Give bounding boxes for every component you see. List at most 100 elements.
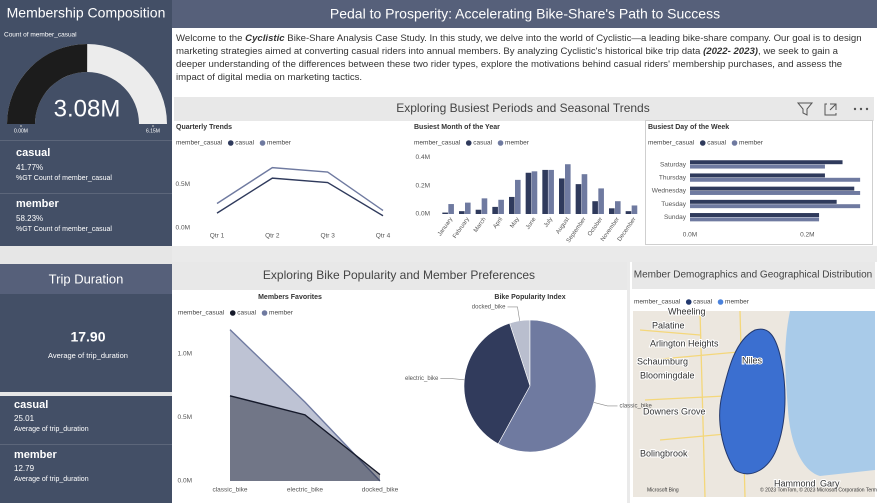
bar (598, 188, 604, 214)
label: 3.08M (54, 95, 121, 122)
section-title: Exploring Busiest Periods and Seasonal T… (396, 101, 649, 115)
duration-total-panel (0, 294, 172, 392)
bar (565, 164, 571, 214)
card-value: 58.23% (16, 214, 43, 223)
bar (690, 217, 820, 222)
pie-slice (463, 322, 531, 445)
legend-marker (497, 140, 504, 146)
bar (525, 172, 532, 214)
bar (690, 186, 855, 191)
leader-line (507, 306, 520, 321)
bar (631, 205, 638, 214)
section-banner (172, 262, 627, 290)
legend-marker (685, 299, 692, 305)
duration-cards-panel (0, 396, 172, 503)
bar (625, 211, 632, 214)
label: Arlington Heights (650, 338, 719, 348)
map-points (719, 328, 786, 475)
header-title: Pedal to Prosperity: Accelerating Bike-S… (330, 6, 720, 22)
label: Wheeling (668, 306, 706, 316)
area-line (229, 395, 381, 476)
label: casual (235, 140, 254, 147)
label: Gary (820, 478, 840, 488)
label: electric_bike (405, 376, 439, 382)
label: Downers Grove (643, 406, 706, 416)
label: 0.4M (416, 154, 430, 161)
legend-marker (259, 140, 266, 146)
card-label: %GT Count of member_casual (16, 226, 112, 233)
bar (609, 208, 615, 214)
label: 0.0M (178, 478, 192, 485)
sidebar-title: Membership Composition (7, 5, 166, 21)
label: Saturday (660, 161, 687, 168)
label: Tuesday (661, 201, 686, 208)
bar (515, 179, 521, 214)
label: Bloomingdale (640, 370, 695, 380)
header-bg (172, 0, 877, 28)
label: member_casual (648, 140, 695, 147)
section-title: Exploring Bike Popularity and Member Pre… (263, 268, 535, 282)
label: Count of member_casual (4, 32, 77, 39)
label: Bolingbrook (640, 448, 688, 458)
intro-segment: (2022- 2023) (703, 46, 758, 57)
label: casual (707, 140, 726, 147)
focus-icon[interactable] (824, 103, 837, 116)
bar (559, 178, 565, 214)
label: Qtr 4 (376, 233, 391, 240)
intro-segment: Bike-Share Analysis Case Study. In this … (176, 33, 862, 57)
bar (690, 164, 825, 169)
line-series (216, 177, 384, 217)
bar (498, 199, 504, 214)
label: 0.5M (176, 181, 190, 188)
label: Hammond (774, 478, 816, 488)
bar (442, 212, 448, 214)
bar (492, 206, 498, 214)
bar (465, 202, 471, 214)
label: Busiest Day of the Week (648, 124, 729, 131)
label: Wednesday (652, 188, 687, 195)
label: May (510, 217, 521, 230)
label: 0.0M (683, 232, 697, 239)
label: 0.0M (176, 225, 190, 232)
sidebar-title: Trip Duration (49, 271, 124, 286)
label: member (739, 140, 764, 147)
label: Quarterly Trends (176, 124, 232, 131)
label: member_casual (178, 310, 225, 317)
label: Qtr 3 (320, 233, 335, 240)
duration-title-bg (0, 264, 172, 294)
map-lake (785, 311, 875, 476)
bar (459, 211, 465, 214)
intro-segment: Cyclistic (245, 33, 285, 44)
card-value: 12.79 (14, 464, 35, 473)
intro-text: Welcome to the Cyclistic Bike-Share Anal… (176, 32, 870, 84)
card-name: member (14, 449, 58, 461)
label: Niles (742, 355, 763, 365)
filter-icon[interactable] (796, 102, 814, 116)
label: classic_bike (212, 487, 247, 494)
label: Sunday (664, 214, 687, 221)
label: member_casual (414, 140, 461, 147)
label: © 2023 TomTom, © 2023 Microsoft Corporat… (760, 486, 877, 493)
label: 0.5M (178, 414, 192, 421)
label: member_casual (634, 299, 681, 306)
card-name: casual (14, 399, 48, 411)
label: casual (473, 140, 492, 147)
label: Qtr 2 (265, 233, 280, 240)
intro-segment: , we seek to gain a deeper understanding… (176, 46, 843, 83)
card-value: 25.01 (14, 414, 35, 423)
divider (0, 193, 172, 194)
leader-line (593, 402, 618, 407)
legend-marker (717, 299, 724, 305)
card-name: member (16, 198, 60, 210)
bar (690, 204, 861, 209)
label: electric_bike (287, 487, 324, 494)
more-icon[interactable] (853, 107, 869, 111)
bar (690, 191, 861, 195)
bar (531, 171, 538, 214)
legend-marker (699, 140, 706, 146)
legend-marker (229, 310, 236, 316)
bar (481, 198, 488, 214)
legend-marker (731, 140, 738, 146)
